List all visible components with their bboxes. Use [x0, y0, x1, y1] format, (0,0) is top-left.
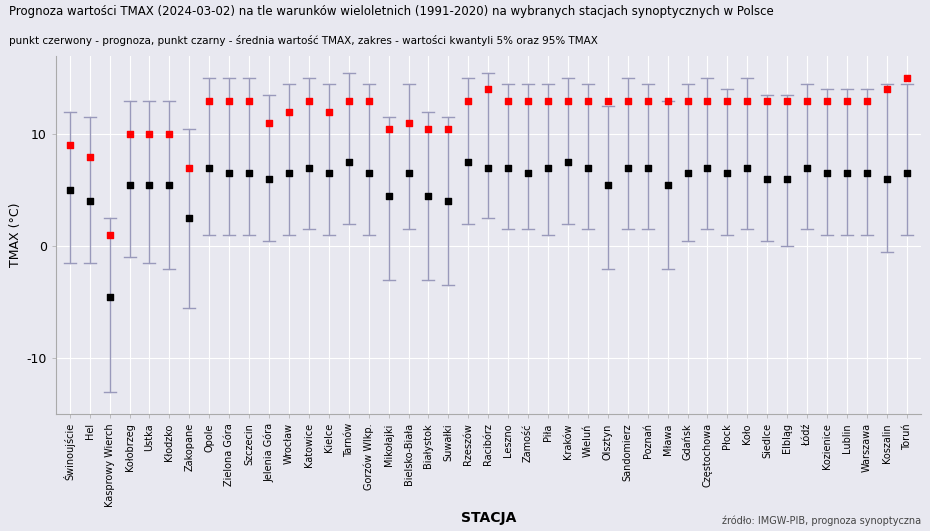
Point: [660, 181, 675, 189]
Point: [540, 164, 555, 172]
Point: [840, 96, 855, 105]
Point: [142, 130, 157, 139]
Point: [282, 107, 297, 116]
Point: [322, 107, 337, 116]
Point: [521, 169, 536, 177]
Point: [282, 169, 297, 177]
Point: [142, 181, 157, 189]
Point: [601, 181, 616, 189]
Point: [779, 175, 794, 183]
Point: [381, 192, 396, 200]
Point: [261, 119, 276, 127]
Point: [221, 96, 236, 105]
Point: [580, 96, 595, 105]
Point: [819, 96, 834, 105]
Point: [202, 96, 217, 105]
Point: [162, 181, 177, 189]
Point: [162, 130, 177, 139]
Point: [62, 141, 77, 150]
Point: [521, 96, 536, 105]
Point: [461, 96, 476, 105]
Point: [859, 96, 874, 105]
Point: [401, 119, 416, 127]
Point: [82, 152, 97, 161]
Point: [640, 96, 655, 105]
Point: [819, 169, 834, 177]
Point: [301, 164, 316, 172]
Point: [720, 96, 735, 105]
Point: [800, 164, 815, 172]
Point: [341, 158, 356, 166]
Point: [601, 96, 616, 105]
Point: [361, 169, 376, 177]
Point: [680, 169, 695, 177]
Point: [441, 197, 456, 205]
X-axis label: STACJA: STACJA: [460, 511, 516, 525]
Point: [840, 169, 855, 177]
Point: [82, 197, 97, 205]
Point: [182, 214, 197, 222]
Point: [620, 96, 635, 105]
Point: [421, 192, 436, 200]
Point: [381, 124, 396, 133]
Text: źródło: IMGW-PIB, prognoza synoptyczna: źródło: IMGW-PIB, prognoza synoptyczna: [722, 515, 921, 526]
Point: [421, 124, 436, 133]
Point: [122, 130, 137, 139]
Point: [242, 169, 257, 177]
Point: [461, 158, 476, 166]
Point: [700, 96, 715, 105]
Point: [261, 175, 276, 183]
Point: [481, 85, 496, 93]
Point: [760, 96, 775, 105]
Point: [500, 164, 515, 172]
Point: [301, 96, 316, 105]
Point: [620, 164, 635, 172]
Point: [102, 293, 117, 301]
Point: [640, 164, 655, 172]
Point: [740, 96, 755, 105]
Point: [899, 74, 914, 82]
Point: [401, 169, 416, 177]
Point: [122, 181, 137, 189]
Point: [561, 158, 576, 166]
Point: [102, 231, 117, 239]
Text: punkt czerwony - prognoza, punkt czarny - średnia wartość TMAX, zakres - wartośc: punkt czerwony - prognoza, punkt czarny …: [9, 35, 598, 46]
Point: [859, 169, 874, 177]
Point: [580, 164, 595, 172]
Text: Prognoza wartości TMAX (2024-03-02) na tle warunków wieloletnich (1991-2020) na : Prognoza wartości TMAX (2024-03-02) na t…: [9, 5, 774, 18]
Point: [361, 96, 376, 105]
Point: [481, 164, 496, 172]
Point: [800, 96, 815, 105]
Point: [341, 96, 356, 105]
Point: [660, 96, 675, 105]
Point: [202, 164, 217, 172]
Point: [899, 169, 914, 177]
Point: [540, 96, 555, 105]
Point: [700, 164, 715, 172]
Point: [740, 164, 755, 172]
Point: [221, 169, 236, 177]
Point: [880, 85, 895, 93]
Point: [322, 169, 337, 177]
Point: [62, 186, 77, 194]
Y-axis label: TMAX (°C): TMAX (°C): [9, 203, 22, 267]
Point: [441, 124, 456, 133]
Point: [760, 175, 775, 183]
Point: [720, 169, 735, 177]
Point: [880, 175, 895, 183]
Point: [500, 96, 515, 105]
Point: [680, 96, 695, 105]
Point: [182, 164, 197, 172]
Point: [561, 96, 576, 105]
Point: [242, 96, 257, 105]
Point: [779, 96, 794, 105]
